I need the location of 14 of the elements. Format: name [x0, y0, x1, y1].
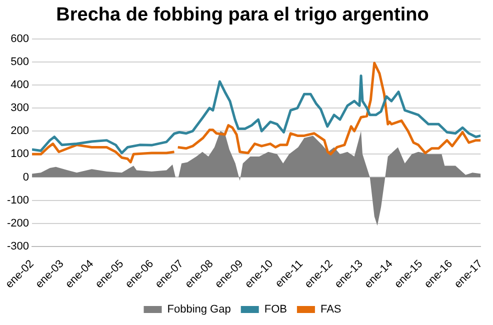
- y-tick-label: 600: [10, 32, 30, 45]
- y-tick-label: 0: [22, 171, 30, 184]
- y-tick-label: 400: [10, 78, 30, 91]
- chart-title: Brecha de fobbing para el trigo argentino: [56, 4, 429, 26]
- y-tick-label: -200: [6, 217, 30, 230]
- legend-label: FOB: [264, 304, 287, 316]
- y-tick-label: 500: [10, 56, 30, 68]
- y-tick-label: -300: [6, 240, 30, 252]
- y-tick-label: -100: [6, 194, 30, 206]
- y-tick-label: 200: [10, 125, 30, 138]
- legend-label: FAS: [320, 304, 342, 316]
- y-tick-label: 100: [10, 148, 30, 160]
- legend-label: Fobbing Gap: [167, 304, 231, 316]
- y-tick-label: 300: [10, 102, 30, 114]
